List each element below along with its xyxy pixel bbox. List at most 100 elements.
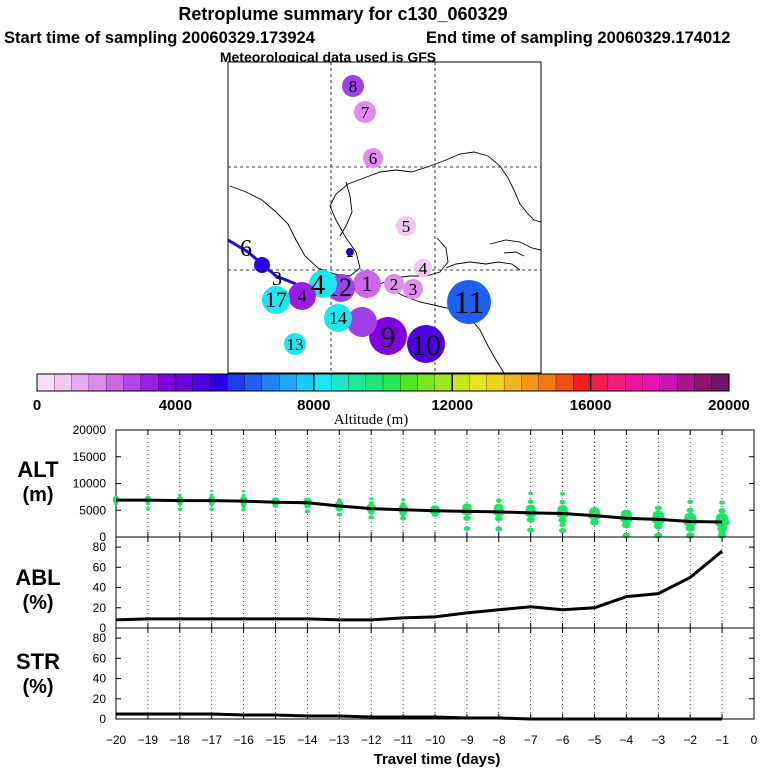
x-tick-label: −1: [715, 733, 729, 747]
x-tick-label: −20: [106, 733, 127, 747]
altitude-scatter-point: [590, 519, 599, 526]
map-marker-2-north-label: 2: [347, 245, 354, 260]
x-tick-label: −12: [361, 733, 382, 747]
y-tick-label: 80: [93, 540, 107, 554]
colorbar-cell: [209, 373, 228, 392]
altitude-scatter-point: [368, 501, 374, 505]
map-marker-4-east: [414, 259, 432, 277]
map-marker-8: [342, 75, 364, 97]
altitude-scatter-point: [463, 526, 471, 532]
colorbar-tick-label: 0: [33, 397, 41, 414]
altitude-scatter-point: [493, 503, 504, 511]
colorbar-cell: [71, 373, 90, 392]
map-marker-6-label: 6: [369, 149, 378, 168]
abl-series-line: [115, 549, 724, 622]
altitude-scatter-point: [494, 515, 503, 522]
y-tick-label: 40: [93, 672, 107, 686]
colorbar-cell: [313, 373, 332, 392]
y-tick-label: 60: [93, 560, 107, 574]
y-tick-label: 60: [93, 651, 107, 665]
altitude-scatter-point: [684, 512, 697, 522]
colorbar-cell: [157, 373, 176, 392]
x-tick-label: −16: [233, 733, 254, 747]
colorbar-tick-label: 16000: [570, 397, 612, 414]
str-plot: 0 20 40 60 80: [93, 627, 755, 726]
x-axis-label: Travel time (days): [374, 751, 501, 768]
x-tick-label: −3: [651, 733, 665, 747]
colorbar-tick-label: 4000: [159, 397, 192, 414]
colorbar-cell: [521, 373, 540, 392]
altitude-scatter-point: [401, 498, 406, 502]
x-tick-label: −8: [492, 733, 506, 747]
map-marker-13: [284, 333, 306, 355]
alt-panel-label: ALT: [17, 457, 59, 482]
colorbar-cell: [244, 373, 263, 392]
colorbar-cell: [106, 373, 125, 392]
alt-panel-unit: (m): [22, 484, 53, 506]
altitude-scatter-point: [719, 500, 726, 505]
colorbar-cell: [348, 373, 367, 392]
alt-plot: 0 5000 10000 15000 20000: [73, 423, 755, 544]
map-marker-4-east-label: 4: [419, 259, 428, 278]
altitude-scatter-point: [687, 499, 694, 505]
map-marker-cyan-overlap: [309, 270, 337, 298]
colorbar-cell: [279, 373, 298, 392]
colorbar-cell: [140, 373, 159, 392]
y-tick-label: 10000: [73, 477, 107, 491]
altitude-scatter-point: [560, 492, 566, 496]
map-marker-4-west: [288, 282, 316, 310]
map-marker-12: [347, 307, 377, 337]
colorbar-cell: [227, 373, 246, 392]
colorbar-cell: [659, 373, 678, 392]
altitude-scatter-point: [462, 503, 472, 511]
x-tick-label: −14: [297, 733, 318, 747]
colorbar-cell: [36, 373, 55, 392]
colorbar-cell: [676, 373, 695, 392]
altitude-scatter-point: [431, 511, 439, 517]
altitude-scatter-point: [272, 503, 279, 508]
colorbar-tick-label: 20000: [708, 397, 750, 414]
altitude-scatter-point: [559, 499, 566, 505]
altitude-scatter-point: [400, 502, 406, 507]
map-marker-5-label: 5: [402, 217, 411, 236]
x-tick-label: 0: [751, 733, 758, 747]
altitude-scatter-point: [718, 530, 726, 536]
y-tick-label: 0: [99, 530, 106, 544]
abl-frame: [115, 536, 755, 629]
altitude-scatter-point: [368, 515, 375, 520]
altitude-scatter-point: [527, 499, 534, 504]
colorbar-cell: [261, 373, 280, 392]
altitude-scatter-point: [526, 516, 535, 523]
y-tick-label: 20000: [73, 423, 107, 437]
map-marker-13-label: 13: [287, 335, 304, 354]
map-marker-2: [384, 274, 404, 294]
map-marker-17-label: 17: [265, 287, 287, 312]
str-panel-label: STR: [16, 649, 60, 674]
colorbar-cell: [503, 373, 522, 392]
abl-panel-unit: (%): [22, 592, 53, 614]
colorbar-cell: [365, 373, 384, 392]
colorbar-cell: [625, 373, 644, 392]
x-tick-label: −6: [556, 733, 570, 747]
altitude-scatter-point: [527, 527, 535, 533]
map-marker-3-west-label: 3: [272, 268, 282, 290]
y-tick-label: 0: [99, 621, 106, 635]
str-panel-unit: (%): [22, 676, 53, 698]
altitude-scatter-point: [241, 493, 246, 498]
abl-plot: 0 20 40 60 80: [93, 536, 755, 635]
altitude-scatter-point: [557, 505, 568, 513]
y-tick-label: 40: [93, 581, 107, 595]
altitude-scatter-point: [686, 507, 694, 513]
altitude-scatter-point: [558, 527, 567, 534]
y-tick-label: 15000: [73, 450, 107, 464]
abl-panel-label: ABL: [15, 565, 60, 590]
map-marker-7-label: 7: [361, 103, 370, 122]
map-panel: 8 7 6 5 4 3 2 1 11 10 9 14 12: [227, 61, 542, 374]
altitude-scatter-point: [241, 505, 246, 509]
altitude-scatter-point: [653, 522, 663, 530]
x-tick-label: −13: [329, 733, 350, 747]
colorbar-cell: [417, 373, 436, 392]
x-tick-label: −7: [524, 733, 538, 747]
colorbar-cell: [486, 373, 505, 392]
colorbar-cell: [88, 373, 107, 392]
